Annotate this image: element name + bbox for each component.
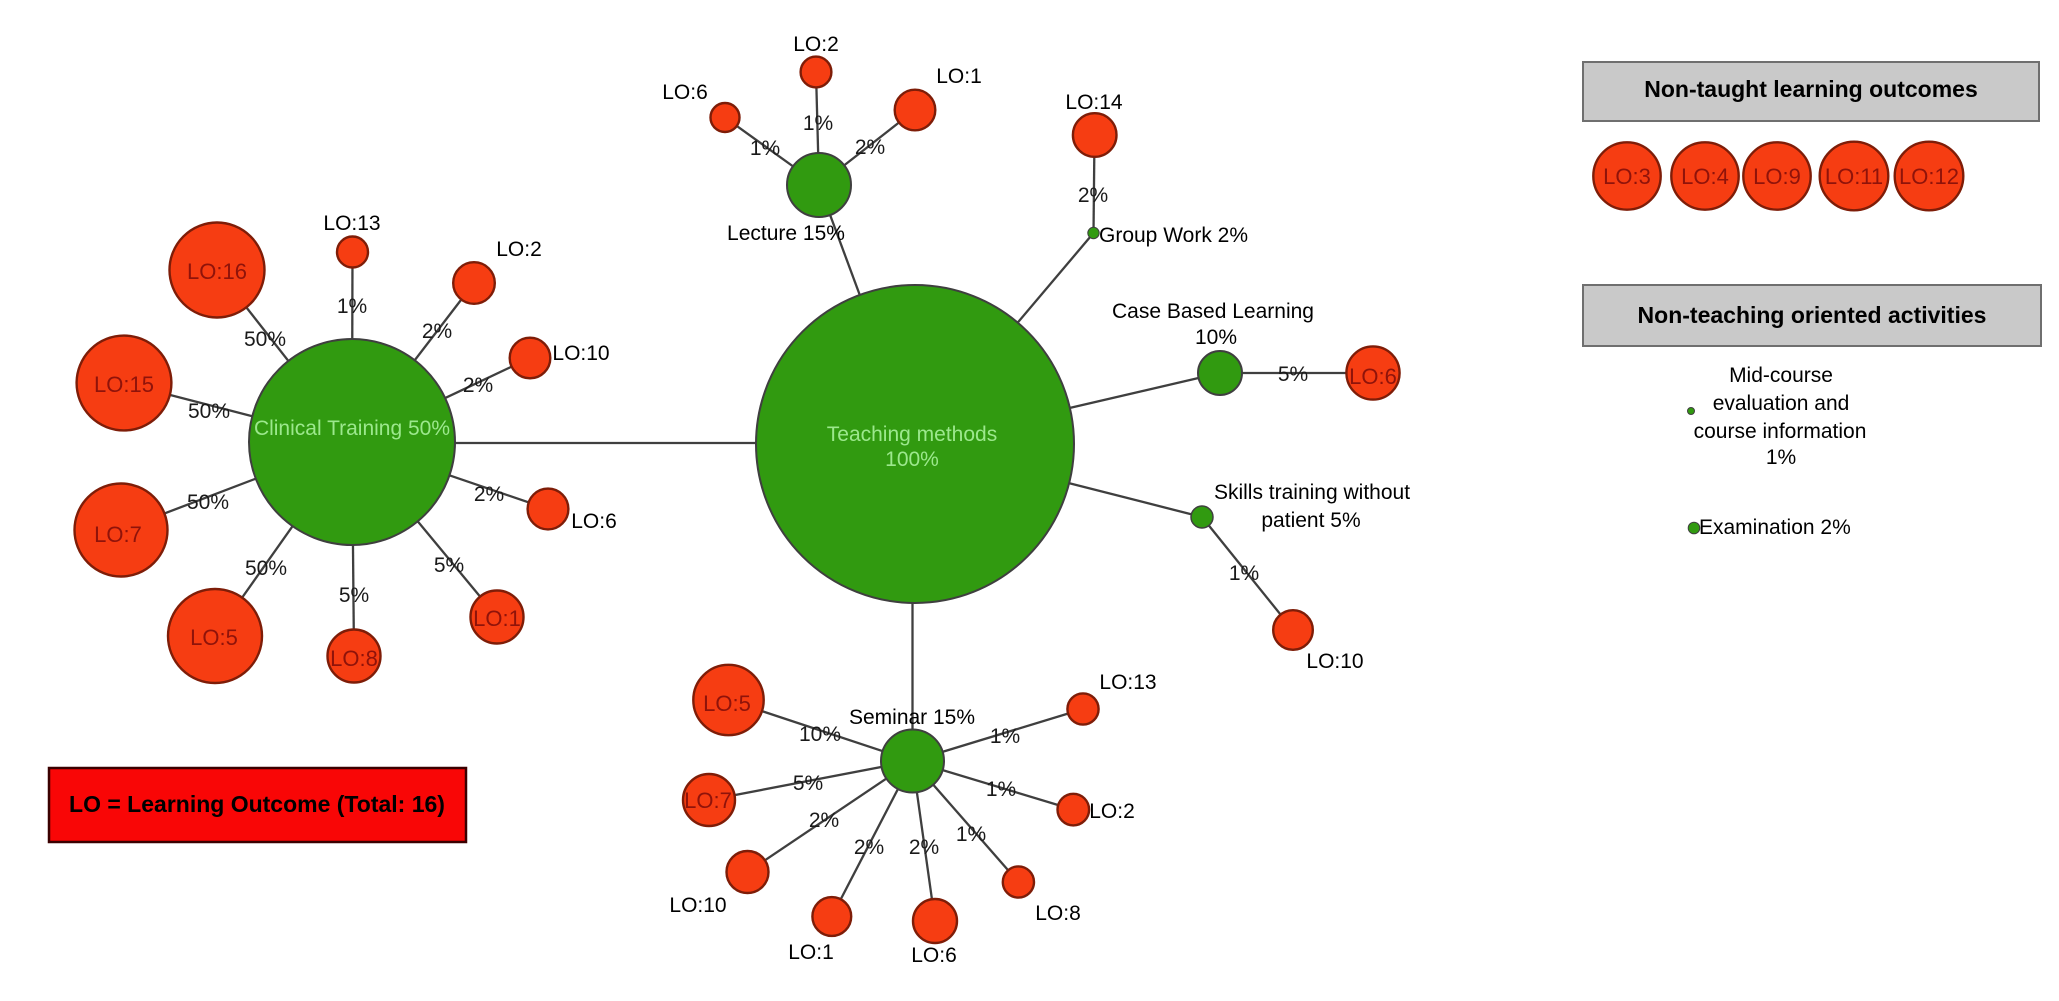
svg-text:course information: course information [1694, 420, 1867, 443]
svg-text:LO:10: LO:10 [1306, 650, 1363, 673]
svg-text:1%: 1% [337, 295, 367, 318]
svg-text:Non-taught learning outcomes: Non-taught learning outcomes [1644, 76, 1978, 102]
svg-text:LO:5: LO:5 [703, 691, 751, 716]
svg-text:2%: 2% [855, 136, 885, 159]
svg-text:2%: 2% [909, 836, 939, 859]
svg-text:2%: 2% [854, 836, 884, 859]
svg-text:LO:10: LO:10 [552, 342, 609, 365]
svg-text:Seminar 15%: Seminar 15% [849, 706, 975, 729]
svg-text:2%: 2% [422, 320, 452, 343]
svg-text:LO:11: LO:11 [1825, 164, 1883, 189]
svg-text:50%: 50% [244, 328, 286, 351]
svg-text:evaluation and: evaluation and [1713, 392, 1850, 415]
svg-text:LO:4: LO:4 [1681, 164, 1729, 189]
svg-text:LO:7: LO:7 [684, 788, 732, 813]
svg-text:Teaching methods: Teaching methods [827, 423, 997, 446]
svg-text:LO:1: LO:1 [936, 65, 982, 88]
svg-text:1%: 1% [1766, 446, 1796, 469]
svg-text:50%: 50% [188, 400, 230, 423]
svg-text:2%: 2% [1078, 184, 1108, 207]
svg-text:LO:8: LO:8 [1035, 902, 1081, 925]
svg-text:LO:13: LO:13 [323, 212, 380, 235]
svg-text:LO:1: LO:1 [473, 606, 521, 631]
svg-text:LO:13: LO:13 [1099, 671, 1156, 694]
svg-text:LO:3: LO:3 [1603, 164, 1651, 189]
svg-text:LO:2: LO:2 [496, 238, 542, 261]
svg-text:1%: 1% [956, 823, 986, 846]
svg-text:2%: 2% [474, 483, 504, 506]
svg-text:LO:2: LO:2 [1089, 800, 1135, 823]
svg-text:Non-teaching oriented activiti: Non-teaching oriented activities [1638, 302, 1987, 328]
svg-text:LO:6: LO:6 [911, 944, 957, 967]
svg-text:LO:12: LO:12 [1899, 164, 1959, 189]
svg-text:LO:16: LO:16 [187, 259, 247, 284]
svg-text:Case Based Learning: Case Based Learning [1112, 300, 1314, 323]
svg-text:LO:10: LO:10 [669, 894, 726, 917]
svg-text:patient 5%: patient 5% [1261, 509, 1360, 532]
svg-text:2%: 2% [463, 374, 493, 397]
svg-text:100%: 100% [885, 448, 939, 471]
svg-text:5%: 5% [339, 584, 369, 607]
svg-text:LO:15: LO:15 [94, 372, 154, 397]
svg-text:LO:1: LO:1 [788, 941, 834, 964]
svg-text:50%: 50% [187, 491, 229, 514]
svg-text:50%: 50% [245, 557, 287, 580]
svg-text:5%: 5% [1278, 363, 1308, 386]
svg-text:1%: 1% [990, 725, 1020, 748]
svg-text:LO:6: LO:6 [571, 510, 617, 533]
svg-text:Lecture 15%: Lecture 15% [727, 222, 845, 245]
svg-text:LO:7: LO:7 [94, 522, 142, 547]
svg-text:Skills training without: Skills training without [1214, 481, 1410, 504]
svg-text:LO:6: LO:6 [662, 81, 708, 104]
svg-text:5%: 5% [793, 772, 823, 795]
svg-text:2%: 2% [809, 809, 839, 832]
svg-text:Group Work 2%: Group Work 2% [1099, 224, 1248, 247]
svg-text:10%: 10% [1195, 326, 1237, 349]
svg-text:LO:8: LO:8 [330, 646, 378, 671]
svg-text:Mid-course: Mid-course [1729, 364, 1833, 387]
svg-text:1%: 1% [986, 778, 1016, 801]
svg-text:LO:5: LO:5 [190, 625, 238, 650]
svg-text:Examination 2%: Examination 2% [1699, 516, 1851, 539]
svg-text:LO = Learning Outcome (Total:: LO = Learning Outcome (Total: 16) [69, 791, 445, 817]
svg-text:LO:14: LO:14 [1065, 91, 1123, 114]
svg-text:1%: 1% [750, 137, 780, 160]
svg-text:LO:2: LO:2 [793, 33, 839, 56]
svg-text:LO:6: LO:6 [1349, 364, 1397, 389]
svg-text:10%: 10% [799, 723, 841, 746]
svg-text:5%: 5% [434, 554, 464, 577]
svg-text:Clinical Training 50%: Clinical Training 50% [254, 417, 450, 440]
svg-text:1%: 1% [1229, 562, 1259, 585]
svg-text:1%: 1% [803, 112, 833, 135]
svg-text:LO:9: LO:9 [1753, 164, 1801, 189]
